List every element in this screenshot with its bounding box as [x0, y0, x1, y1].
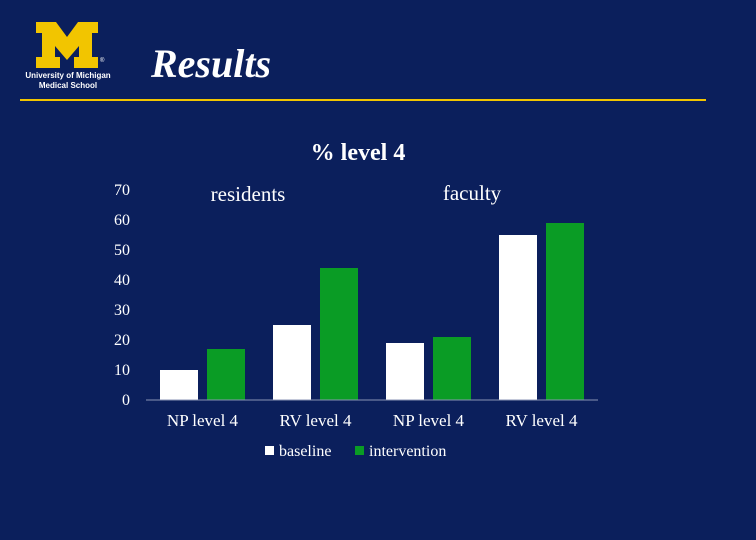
chart-annotation-residents: residents — [211, 182, 286, 206]
bar-baseline-3 — [386, 343, 424, 400]
chart-title: % level 4 — [311, 140, 406, 166]
bar-chart: % level 4 residents faculty 0 10 20 30 40 50 6… — [114, 140, 598, 460]
y-tick-label: 50 — [114, 242, 130, 259]
block-m-shape — [36, 22, 98, 68]
bar-intervention-4 — [546, 223, 584, 400]
y-tick-label: 20 — [114, 332, 130, 349]
y-tick-label: 30 — [114, 302, 130, 319]
legend-label-intervention: intervention — [369, 443, 446, 460]
y-tick-label: 40 — [114, 272, 130, 289]
legend-swatch-intervention — [355, 446, 364, 455]
legend-swatch-baseline — [265, 446, 274, 455]
title-divider — [20, 99, 706, 101]
logo-text-line1: University of Michigan — [25, 71, 111, 80]
y-tick-label: 0 — [122, 392, 130, 409]
bar-baseline-4 — [499, 235, 537, 400]
y-tick-label: 60 — [114, 212, 130, 229]
x-category-label: RV level 4 — [280, 411, 352, 430]
bar-intervention-3 — [433, 337, 471, 400]
logo-text-line2: Medical School — [38, 81, 98, 90]
y-tick-label: 70 — [114, 182, 130, 199]
chart-annotation-faculty: faculty — [443, 181, 502, 205]
x-category-label: RV level 4 — [506, 411, 578, 430]
slide-title: Results — [151, 41, 272, 86]
x-category-label: NP level 4 — [167, 411, 239, 430]
legend-label-baseline: baseline — [279, 443, 331, 460]
bar-baseline-2 — [273, 325, 311, 400]
bar-intervention-2 — [320, 268, 358, 400]
block-m-logo-icon — [36, 22, 98, 68]
bar-baseline-1 — [160, 370, 198, 400]
x-category-label: NP level 4 — [393, 411, 465, 430]
logo-registered-mark: ® — [100, 58, 105, 64]
y-tick-label: 10 — [114, 362, 130, 379]
university-logo: ® University of Michigan Medical School — [18, 22, 118, 94]
bar-intervention-1 — [207, 349, 245, 400]
